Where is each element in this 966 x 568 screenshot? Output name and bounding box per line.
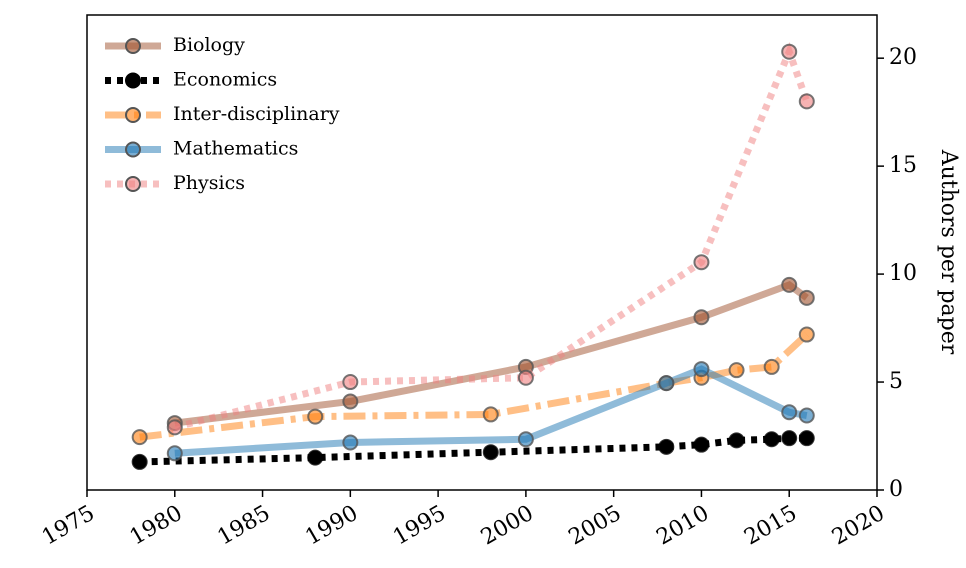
point — [763, 358, 780, 375]
x-tick-label: 1985 — [214, 501, 275, 551]
point — [482, 406, 499, 423]
point — [517, 369, 534, 386]
point — [728, 362, 745, 379]
point — [781, 430, 798, 447]
legend-marker — [125, 72, 141, 89]
point — [517, 431, 534, 448]
plot-frame — [86, 14, 878, 491]
x-tick-label: 2020 — [828, 501, 889, 551]
y-axis-label: Authors per paper — [936, 149, 961, 355]
point — [166, 445, 183, 462]
point — [728, 432, 745, 449]
point — [781, 404, 798, 421]
legend-marker — [125, 107, 141, 123]
series-line — [173, 41, 811, 431]
point — [693, 436, 710, 453]
x-tick-label: 2010 — [652, 501, 713, 551]
legend-marker — [125, 141, 141, 158]
point — [131, 453, 148, 470]
point — [798, 407, 815, 424]
legend-marker — [125, 176, 141, 192]
legend-label: Biology — [173, 34, 245, 56]
x-tick-label: 2005 — [565, 501, 626, 551]
y-tick-label: 10 — [889, 261, 917, 286]
point — [342, 393, 359, 410]
point — [342, 374, 359, 391]
point — [781, 276, 798, 293]
legend-label: Economics — [173, 69, 277, 91]
y-tick-label: 5 — [889, 369, 903, 394]
x-tick-label: 1975 — [38, 501, 99, 551]
legend-label: Mathematics — [173, 138, 298, 160]
point — [658, 438, 675, 455]
point — [307, 449, 324, 466]
y-tick-label: 20 — [889, 45, 917, 70]
point — [798, 430, 815, 447]
y-tick-label: 0 — [889, 477, 903, 502]
point — [693, 361, 710, 378]
point — [658, 375, 675, 392]
point — [131, 429, 148, 446]
point — [693, 309, 710, 326]
series-line — [139, 331, 810, 441]
x-tick-label: 1980 — [126, 501, 187, 551]
point — [798, 93, 815, 110]
point — [798, 289, 815, 306]
legend-label: Physics — [173, 172, 245, 194]
point — [482, 444, 499, 461]
point — [763, 431, 780, 448]
x-tick-label: 1995 — [389, 501, 450, 551]
point — [693, 254, 710, 271]
x-tick-label: 1990 — [301, 501, 362, 551]
point — [307, 408, 324, 425]
y-tick-label: 15 — [889, 153, 917, 178]
x-tick-label: 2000 — [477, 501, 538, 551]
legend-label: Inter-disciplinary — [173, 103, 340, 125]
point — [798, 326, 815, 343]
legend-marker — [125, 38, 141, 54]
point — [781, 43, 798, 60]
x-tick-label: 2015 — [740, 501, 801, 551]
point — [166, 419, 183, 436]
point — [342, 434, 359, 451]
